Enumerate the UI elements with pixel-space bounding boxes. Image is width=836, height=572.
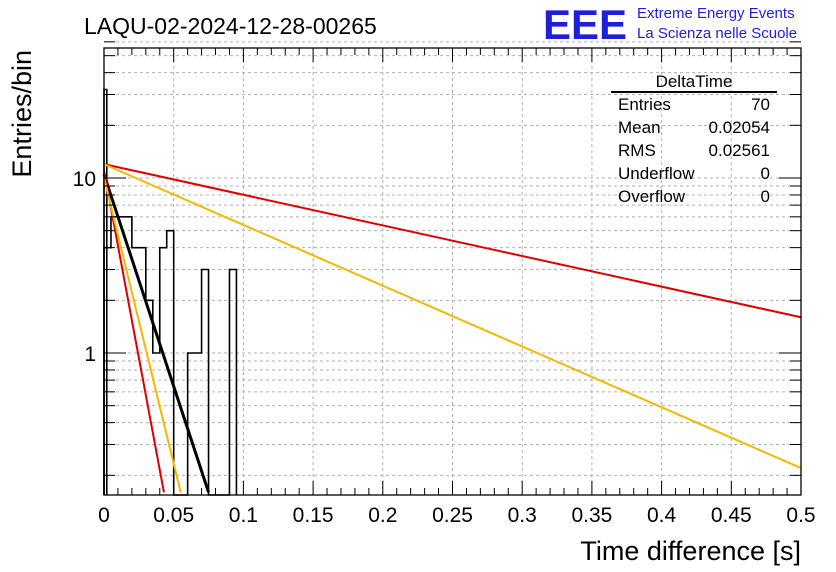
x-tick-label: 0.3 <box>508 504 537 527</box>
x-tick-label: 0.1 <box>229 504 258 527</box>
stats-label-mean: Mean <box>618 118 661 137</box>
eee-logo: EEE Extreme Energy Events La Scienza nel… <box>543 1 797 48</box>
y-axis-label: Entries/bin <box>7 50 37 178</box>
grid <box>104 41 801 495</box>
stats-value-rms: 0.02561 <box>709 141 770 160</box>
x-tick-label: 0.05 <box>153 504 194 527</box>
fit-line-2 <box>103 163 802 319</box>
fit-lines <box>102 163 802 493</box>
y-tick-label: 10 <box>73 168 96 191</box>
x-tick-label: 0.15 <box>293 504 334 527</box>
stats-value-underflow: 0 <box>761 164 770 183</box>
eee-logo-line2: La Scienza nelle Scuole <box>637 25 797 42</box>
axes: 0 0.05 0.1 0.15 0.2 0.25 0.3 0.35 0.4 0.45 0.5 1 10 <box>73 41 816 527</box>
fit-line-4 <box>103 163 802 469</box>
x-axis-label: Time difference [s] <box>580 536 801 566</box>
stats-value-entries: 70 <box>751 95 770 114</box>
eee-logo-text: EEE <box>543 1 627 48</box>
stats-value-overflow: 0 <box>761 187 770 206</box>
stats-label-rms: RMS <box>618 141 656 160</box>
eee-logo-line1: Extreme Energy Events <box>637 5 795 22</box>
histogram <box>103 88 238 496</box>
stats-value-mean: 0.02054 <box>709 118 770 137</box>
x-tick-label: 0.45 <box>711 504 752 527</box>
fit-line-1 <box>102 173 210 493</box>
fit-line-3 <box>103 170 165 493</box>
chart-title: LAQU-02-2024-12-28-00265 <box>84 13 377 39</box>
stats-title: DeltaTime <box>656 72 733 91</box>
stats-label-underflow: Underflow <box>618 164 695 183</box>
x-tick-label: 0.2 <box>368 504 397 527</box>
stats-label-overflow: Overflow <box>618 187 686 206</box>
stats-label-entries: Entries <box>618 95 671 114</box>
x-tick-label: 0 <box>98 504 110 527</box>
y-tick-label: 1 <box>84 343 96 366</box>
x-tick-label: 0.35 <box>571 504 612 527</box>
fit-line-5 <box>103 177 182 493</box>
x-tick-label: 0.4 <box>647 504 677 527</box>
x-tick-label: 0.25 <box>432 504 473 527</box>
x-tick-label: 0.5 <box>786 504 815 527</box>
stats-box: DeltaTime Entries 70 Mean 0.02054 RMS 0.… <box>611 72 777 206</box>
